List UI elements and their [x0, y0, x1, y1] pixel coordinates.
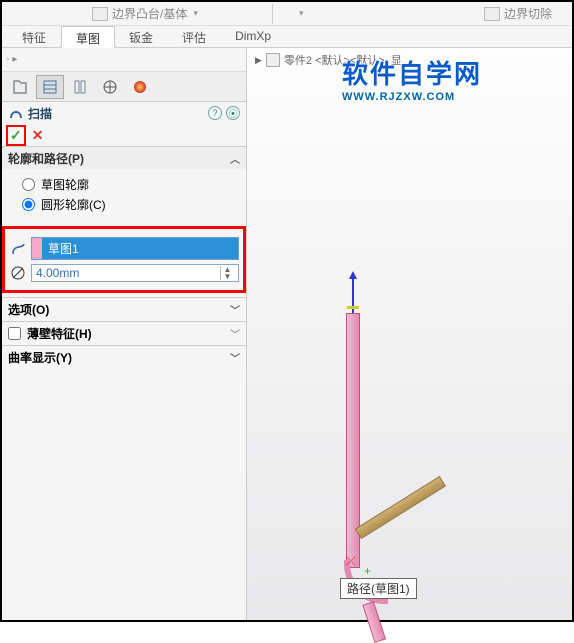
ribbon-right-group: 边界切除: [309, 5, 572, 22]
diameter-value: 4.00mm: [36, 266, 79, 280]
path-selection-field[interactable]: 草图1: [31, 237, 239, 260]
sweep-body-arm: [355, 476, 446, 539]
confirm-row: ✓ ✕: [2, 124, 246, 146]
boundary-boss-icon[interactable]: [92, 7, 108, 21]
panel-menu-icon[interactable]: ◦ ▸: [6, 54, 17, 65]
watermark-url: WWW.RJZXW.COM: [342, 91, 482, 103]
chevron-down-icon: ﹀: [230, 350, 240, 365]
command-tabbar: 特征 草图 钣金 评估 DimXp: [2, 26, 572, 48]
section-thin-feature[interactable]: 薄壁特征(H) ﹀: [2, 321, 246, 345]
origin-marker: ⤫: [346, 554, 356, 569]
ribbon-separator: [272, 4, 273, 24]
path-callout-text: 路径(草图1): [347, 582, 410, 596]
flyout-tree-label[interactable]: 零件2 <默认><默认>_显...: [284, 52, 411, 68]
thin-feature-label: 薄壁特征(H): [27, 325, 92, 342]
path-selection-value: 草图1: [48, 242, 79, 256]
ribbon-bar: 边界凸台/基体 ▾ ▾ 边界切除: [2, 2, 572, 26]
tab-features[interactable]: 特征: [8, 26, 61, 47]
highlight-confirm-box: ✓: [6, 125, 26, 146]
ribbon-dropdown-icon[interactable]: ▾: [193, 8, 203, 19]
property-manager-panel: ◦ ▸ 扫描 ? ⦿ ✓ ✕ 轮廓和路径(P): [2, 48, 247, 620]
chevron-down-icon: ﹀: [230, 302, 240, 317]
tab-sketch[interactable]: 草图: [61, 26, 115, 48]
radio-circle-profile[interactable]: [22, 198, 35, 211]
cancel-button[interactable]: ✕: [32, 127, 44, 144]
boundary-boss-label[interactable]: 边界凸台/基体: [112, 5, 187, 22]
chevron-up-icon: ︿: [230, 151, 240, 166]
ribbon-left-group: 边界凸台/基体 ▾: [2, 5, 252, 22]
sketch-endpoint-marker: [347, 306, 359, 309]
radio-sketch-profile-row[interactable]: 草图轮廓: [22, 176, 236, 193]
highlight-inputs-box: 草图1 4.00mm ▲▼: [2, 226, 246, 293]
panel-tiny-toolbar: ◦ ▸: [2, 48, 246, 72]
section-profile-path-title: 轮廓和路径(P): [8, 150, 84, 167]
tab-sheetmetal[interactable]: 钣金: [115, 26, 168, 47]
tab-dimxpert[interactable]: DimXp: [221, 26, 286, 47]
manager-tabs: [2, 72, 246, 102]
path-icon: [9, 240, 27, 258]
feature-header: 扫描 ? ⦿: [2, 102, 246, 124]
chevron-down-icon: ﹀: [230, 326, 240, 341]
radio-circle-profile-row[interactable]: 圆形轮廓(C): [22, 196, 236, 213]
ribbon-mid-dropdown-icon[interactable]: ▾: [299, 8, 309, 19]
diameter-icon: [9, 264, 27, 282]
property-manager-tab-icon[interactable]: [36, 75, 64, 99]
boundary-cut-label[interactable]: 边界切除: [504, 5, 552, 22]
flyout-tree[interactable]: ▶ 零件2 <默认><默认>_显...: [255, 52, 411, 68]
diameter-input[interactable]: 4.00mm ▲▼: [31, 264, 239, 282]
diameter-row: 4.00mm ▲▼: [9, 264, 239, 282]
config-manager-tab-icon[interactable]: [66, 75, 94, 99]
feature-title: 扫描: [28, 105, 52, 122]
radio-sketch-profile-label: 草图轮廓: [41, 176, 89, 193]
sketch-relation-marker: +: [364, 564, 371, 578]
section-curve-display[interactable]: 曲率显示(Y) ﹀: [2, 345, 246, 369]
sweep-body-tail: [362, 601, 386, 643]
section-profile-path-header[interactable]: 轮廓和路径(P) ︿: [2, 147, 246, 169]
graphics-area[interactable]: ▶ 零件2 <默认><默认>_显... 软件自学网 WWW.RJZXW.COM …: [247, 48, 572, 620]
radio-sketch-profile[interactable]: [22, 178, 35, 191]
tab-evaluate[interactable]: 评估: [168, 26, 221, 47]
boundary-cut-icon[interactable]: [484, 7, 500, 21]
pin-icon[interactable]: ⦿: [226, 106, 240, 120]
section-options-title: 选项(O): [8, 301, 49, 318]
part-icon: [266, 53, 280, 67]
appearance-manager-tab-icon[interactable]: [126, 75, 154, 99]
help-icon[interactable]: ?: [208, 106, 222, 120]
section-options[interactable]: 选项(O) ﹀: [2, 297, 246, 321]
ok-button[interactable]: ✓: [10, 127, 22, 144]
tree-expand-icon[interactable]: ▶: [255, 55, 262, 66]
thin-feature-checkbox[interactable]: [8, 327, 21, 340]
section-curve-display-title: 曲率显示(Y): [8, 349, 72, 366]
sweep-feature-icon: [8, 105, 24, 121]
section-profile-path: 轮廓和路径(P) ︿ 草图轮廓 圆形轮廓(C): [2, 146, 246, 297]
path-callout[interactable]: 路径(草图1): [340, 578, 417, 599]
feature-manager-tab-icon[interactable]: [6, 75, 34, 99]
dimxpert-manager-tab-icon[interactable]: [96, 75, 124, 99]
diameter-spinner[interactable]: ▲▼: [220, 266, 234, 280]
radio-circle-profile-label: 圆形轮廓(C): [41, 196, 106, 213]
path-selection-row: 草图1: [9, 237, 239, 260]
